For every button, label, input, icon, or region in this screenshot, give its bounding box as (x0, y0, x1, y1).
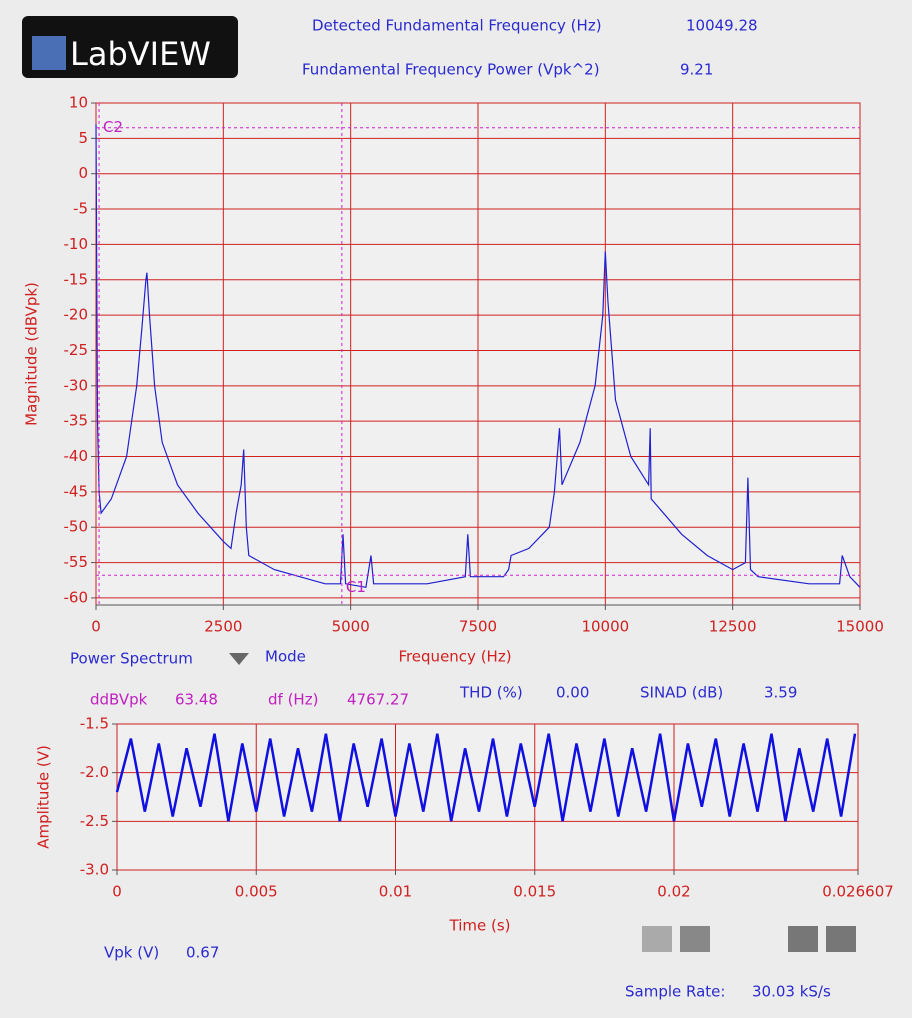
y-axis-label: Amplitude (V) (35, 745, 53, 849)
measure-label: ddBVpk (90, 691, 148, 709)
x-tick-label: 0.005 (235, 883, 278, 901)
indicator-value: 9.21 (680, 61, 713, 79)
logo-box (22, 16, 238, 78)
measure-value: 0.67 (186, 944, 219, 962)
x-tick-label: 12500 (709, 618, 757, 636)
y-tick-label: 10 (69, 94, 88, 112)
y-scale-tool[interactable] (826, 926, 856, 952)
measure-value: 63.48 (175, 691, 218, 709)
indicator-label: Detected Fundamental Frequency (Hz) (312, 17, 602, 35)
y-tick-label: -10 (64, 235, 89, 253)
y-tick-label: -50 (64, 518, 89, 536)
x-axis-label: Frequency (Hz) (398, 648, 511, 666)
measure-label: THD (%) (459, 684, 523, 702)
mode-label: Mode (265, 648, 306, 666)
series-line (95, 124, 861, 588)
y-tick-label: -2.5 (80, 812, 109, 830)
logo-icon (32, 36, 66, 70)
y-tick-label: -45 (64, 482, 89, 500)
x-tick-label: 7500 (459, 618, 497, 636)
measure-value: 0.00 (556, 684, 589, 702)
series-line (115, 733, 857, 822)
y-tick-label: -15 (64, 270, 89, 288)
measure-label: Sample Rate: (625, 983, 725, 1001)
y-tick-label: 5 (78, 129, 88, 147)
x-tick-label: 0 (112, 883, 122, 901)
x-axis-label: Time (s) (449, 917, 511, 935)
x-tick-label: 0 (91, 618, 101, 636)
x-tick-label: 15000 (836, 618, 884, 636)
x-tick-label: 0.015 (513, 883, 556, 901)
zoom-tool[interactable] (680, 926, 710, 952)
indicator-value: 10049.28 (686, 17, 758, 35)
x-tick-label: 2500 (204, 618, 242, 636)
y-tick-label: -25 (64, 341, 89, 359)
y-axis-label: Magnitude (dBVpk) (23, 282, 41, 426)
y-tick-label: -30 (64, 376, 89, 394)
y-tick-label: -3.0 (80, 861, 109, 879)
y-tick-label: -2.0 (80, 763, 109, 781)
indicator-label: Fundamental Frequency Power (Vpk^2) (302, 61, 600, 79)
measure-label: df (Hz) (268, 691, 318, 709)
y-tick-label: -20 (64, 306, 89, 324)
measure-label: Vpk (V) (104, 944, 159, 962)
y-tick-label: -35 (64, 412, 89, 430)
cursor-name: C1 (346, 578, 366, 596)
dropdown-arrow[interactable] (229, 653, 249, 665)
x-tick-label: 0.026607 (822, 883, 894, 901)
measure-label: SINAD (dB) (640, 684, 723, 702)
y-tick-label: -60 (64, 588, 89, 606)
measure-value: 30.03 kS/s (752, 983, 831, 1001)
logo: LabVIEW (70, 35, 211, 73)
cursor-tool[interactable] (642, 926, 672, 952)
mode-select[interactable]: Power Spectrum (70, 650, 193, 668)
y-tick-label: -40 (64, 447, 89, 465)
measure-value: 3.59 (764, 684, 797, 702)
x-tick-label: 10000 (581, 618, 629, 636)
plot-area (116, 723, 859, 871)
measure-value: 4767.27 (347, 691, 409, 709)
x-scale-tool[interactable] (788, 926, 818, 952)
graph-tools (642, 926, 856, 952)
y-tick-label: 0 (78, 164, 88, 182)
y-tick-label: -5 (73, 200, 88, 218)
x-tick-label: 5000 (332, 618, 370, 636)
y-tick-label: -55 (64, 553, 89, 571)
x-tick-label: 0.02 (657, 883, 690, 901)
cursor-name: C2 (103, 118, 123, 136)
x-tick-label: 0.01 (379, 883, 412, 901)
y-tick-label: -1.5 (80, 715, 109, 733)
